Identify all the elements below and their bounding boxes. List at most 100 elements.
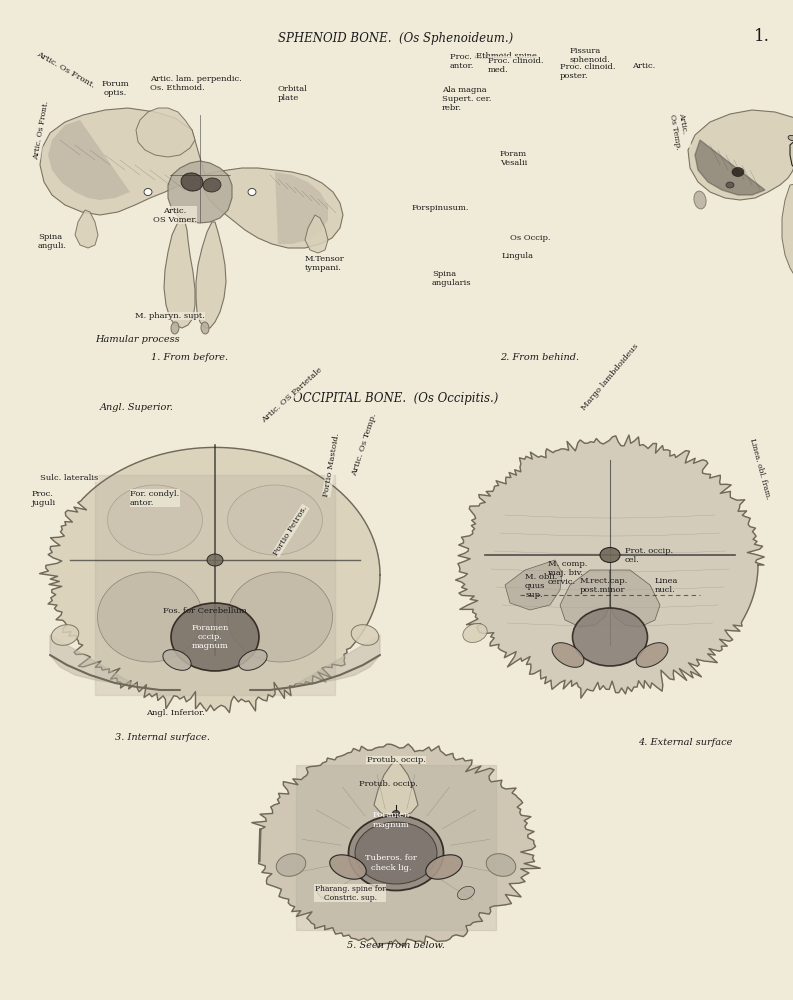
Polygon shape — [164, 222, 195, 328]
Text: Prot. occip.
cel.: Prot. occip. cel. — [625, 547, 673, 564]
Text: Artic. Os Front.: Artic. Os Front. — [32, 100, 50, 160]
Ellipse shape — [163, 650, 191, 670]
Polygon shape — [790, 135, 793, 176]
Text: 2. From behind.: 2. From behind. — [500, 353, 580, 362]
Text: Forum
optis.: Forum optis. — [102, 80, 128, 97]
Polygon shape — [305, 215, 328, 253]
Ellipse shape — [171, 603, 259, 671]
Ellipse shape — [276, 854, 306, 876]
Text: Protub. occip.: Protub. occip. — [358, 780, 417, 788]
Ellipse shape — [52, 625, 79, 645]
Text: Angl. Superior.: Angl. Superior. — [100, 403, 174, 412]
Polygon shape — [782, 183, 793, 283]
Text: Spina
angularis: Spina angularis — [432, 270, 472, 287]
Ellipse shape — [573, 608, 648, 666]
Text: 5. Seen from below.: 5. Seen from below. — [347, 941, 445, 950]
Ellipse shape — [181, 173, 203, 191]
Text: Pharang. spine for
Constric. sup.: Pharang. spine for Constric. sup. — [315, 885, 385, 902]
Ellipse shape — [144, 188, 152, 196]
Ellipse shape — [486, 854, 515, 876]
Polygon shape — [136, 108, 195, 157]
Ellipse shape — [355, 822, 437, 884]
Text: Artic.
OS Vomer.: Artic. OS Vomer. — [153, 207, 197, 224]
Text: Fos. for Cerebellum: Fos. for Cerebellum — [163, 607, 247, 615]
Text: Tuberos. for
check lig.: Tuberos. for check lig. — [365, 854, 417, 872]
Polygon shape — [50, 635, 135, 685]
Ellipse shape — [203, 178, 221, 192]
Text: Proc.
juguli: Proc. juguli — [32, 490, 56, 507]
Ellipse shape — [426, 855, 462, 879]
Polygon shape — [695, 140, 765, 195]
Ellipse shape — [330, 855, 366, 879]
Text: Foramen
magnum: Foramen magnum — [372, 811, 410, 829]
Polygon shape — [252, 744, 540, 948]
Text: Foramen
occip.
magnum: Foramen occip. magnum — [191, 624, 228, 650]
Text: Ala magna
Supert. cer.
rebr.: Ala magna Supert. cer. rebr. — [442, 86, 492, 112]
Text: Orbital
plate: Orbital plate — [278, 85, 308, 102]
Ellipse shape — [248, 188, 256, 196]
Text: M.Tensor
tympani.: M.Tensor tympani. — [305, 255, 345, 272]
Ellipse shape — [726, 182, 734, 188]
Polygon shape — [688, 110, 793, 200]
Text: For. condyl.
antor.: For. condyl. antor. — [130, 490, 179, 507]
Text: Artic. Os Temp.: Artic. Os Temp. — [350, 412, 377, 477]
Text: Linea
nucl.: Linea nucl. — [655, 577, 678, 594]
Text: Artic. OS Parietale: Artic. OS Parietale — [260, 365, 324, 424]
Text: M. pharyn. supt.: M. pharyn. supt. — [135, 312, 205, 320]
Text: Lingula: Lingula — [502, 252, 534, 260]
Text: Artic. Os Front.: Artic. Os Front. — [35, 50, 96, 90]
Ellipse shape — [732, 167, 744, 176]
Polygon shape — [40, 108, 205, 215]
Ellipse shape — [207, 554, 223, 566]
Text: Hamular process: Hamular process — [95, 335, 180, 344]
Text: Sulc. lateralis: Sulc. lateralis — [40, 474, 98, 482]
Text: SPHENOID BONE.  (Os Sphenoideum.): SPHENOID BONE. (Os Sphenoideum.) — [278, 32, 514, 45]
Text: Angl. Inferior.: Angl. Inferior. — [146, 709, 205, 717]
Ellipse shape — [788, 135, 793, 141]
Ellipse shape — [98, 572, 202, 662]
Text: 4. External surface: 4. External surface — [638, 738, 733, 747]
Ellipse shape — [463, 624, 487, 642]
Polygon shape — [455, 435, 764, 698]
Ellipse shape — [228, 485, 323, 555]
Text: Proc. clinoid.
antor.: Proc. clinoid. antor. — [450, 53, 505, 70]
Ellipse shape — [600, 548, 620, 562]
Text: Portio Mastoid.: Portio Mastoid. — [322, 432, 341, 497]
Text: Margo lambdoideus: Margo lambdoideus — [580, 342, 640, 412]
Ellipse shape — [317, 886, 335, 900]
Polygon shape — [560, 570, 610, 627]
Text: Os Occip.: Os Occip. — [510, 234, 550, 242]
Ellipse shape — [201, 322, 209, 334]
Polygon shape — [610, 570, 660, 627]
Text: Protub. occip.: Protub. occip. — [366, 756, 425, 764]
Ellipse shape — [348, 816, 443, 890]
Ellipse shape — [393, 810, 400, 816]
Text: Portio Petros.: Portio Petros. — [272, 504, 309, 557]
Ellipse shape — [171, 322, 179, 334]
Polygon shape — [295, 635, 380, 685]
Ellipse shape — [552, 643, 584, 667]
Text: Foram
Vesalii: Foram Vesalii — [500, 150, 527, 167]
Ellipse shape — [458, 886, 474, 900]
Text: Forspinusum.: Forspinusum. — [412, 204, 469, 212]
Ellipse shape — [228, 572, 332, 662]
Polygon shape — [275, 172, 328, 244]
Polygon shape — [168, 161, 232, 223]
Text: M. obli.
quus
sup.: M. obli. quus sup. — [525, 573, 557, 599]
Polygon shape — [48, 120, 130, 200]
Text: Artic.
Os Temp.: Artic. Os Temp. — [668, 112, 691, 150]
Text: 1. From before.: 1. From before. — [151, 353, 228, 362]
Text: Proc. clinoid.
poster.: Proc. clinoid. poster. — [560, 63, 615, 80]
Text: Proc. clinoid.
med.: Proc. clinoid. med. — [488, 57, 543, 74]
Ellipse shape — [239, 650, 267, 670]
Ellipse shape — [636, 643, 668, 667]
Text: M. comp.
maj. biv.
cervic.: M. comp. maj. biv. cervic. — [548, 560, 588, 586]
Text: OCCIPITAL BONE.  (Os Occipitis.): OCCIPITAL BONE. (Os Occipitis.) — [293, 392, 499, 405]
Ellipse shape — [351, 625, 379, 645]
Text: 3. Internal surface.: 3. Internal surface. — [115, 733, 210, 742]
Text: 1.: 1. — [754, 28, 770, 45]
Text: Fissura
sphenoid.: Fissura sphenoid. — [570, 47, 611, 64]
Text: Artic. lam. perpendic.
Os. Ethmoid.: Artic. lam. perpendic. Os. Ethmoid. — [150, 75, 242, 92]
Polygon shape — [40, 447, 380, 713]
Polygon shape — [75, 210, 98, 248]
